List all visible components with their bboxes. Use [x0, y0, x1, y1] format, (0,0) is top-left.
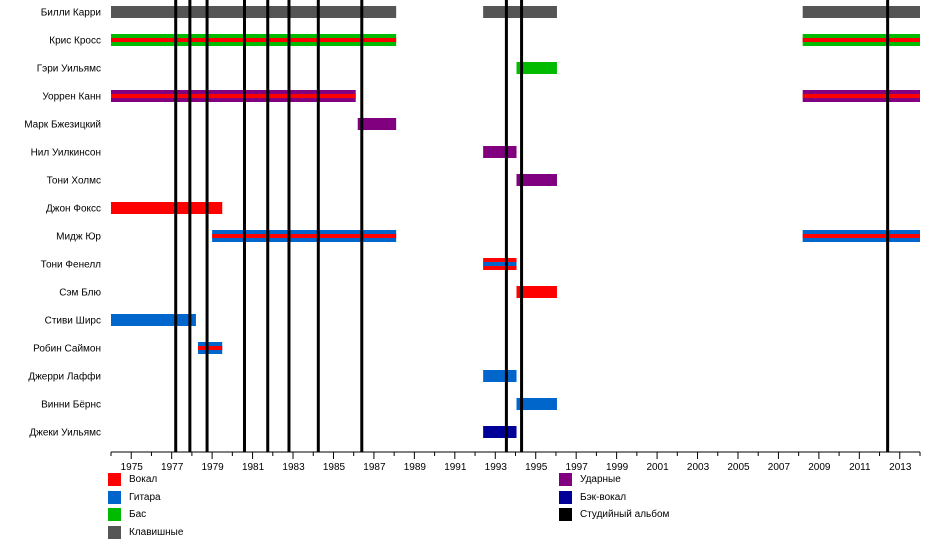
x-tick-label: 1981: [242, 462, 265, 473]
x-tick-label: 1987: [363, 462, 386, 473]
member-bar: [357, 118, 397, 130]
member-label: Джерри Лаффи: [28, 371, 101, 383]
member-bar: [802, 6, 920, 18]
legend-label: Студийный альбом: [580, 509, 670, 520]
x-tick-label: 2011: [849, 462, 871, 473]
member-bar: [111, 202, 223, 214]
legend-swatch: [559, 490, 572, 504]
legend-label: Ударные: [580, 474, 621, 485]
legend-label: Бэк-вокал: [580, 491, 627, 503]
member-bar-secondary-role: [483, 262, 517, 266]
member-bar: [516, 286, 557, 298]
x-tick-label: 1985: [323, 462, 346, 473]
member-label: Винни Бёрнс: [41, 400, 101, 411]
legend-swatch: [559, 508, 572, 521]
member-bar: [516, 398, 557, 410]
member-bar-secondary-role: [197, 346, 223, 350]
x-tick-label: 1977: [161, 462, 184, 473]
member-label: Стиви Ширс: [45, 316, 101, 327]
x-tick-label: 2005: [727, 462, 750, 473]
member-label: Уоррен Канн: [42, 92, 101, 103]
legend-swatch: [108, 508, 121, 521]
x-tick-label: 1997: [566, 462, 589, 473]
x-tick-label: 1979: [202, 462, 225, 473]
member-bar: [111, 314, 196, 326]
member-bar-secondary-role: [111, 38, 397, 42]
member-bar-secondary-role: [802, 38, 920, 42]
member-bar: [516, 62, 557, 74]
member-bar: [483, 426, 517, 438]
member-label: Билли Карри: [41, 8, 101, 19]
member-bar-secondary-role: [802, 94, 920, 98]
member-label: Мидж Юр: [56, 232, 101, 243]
x-tick-label: 2013: [889, 462, 912, 473]
member-label: Гэри Уильямс: [37, 64, 101, 75]
x-tick-label: 2009: [808, 462, 831, 473]
member-bar: [483, 370, 517, 382]
member-bar-secondary-role: [802, 234, 920, 238]
x-tick-label: 1995: [525, 462, 548, 473]
legend-label: Клавишные: [129, 526, 184, 538]
legend-label: Бас: [129, 509, 147, 520]
x-axis: 1975 1977 1979 1981 1983 1985 1987 1989 1991 1993…: [110, 451, 921, 473]
member-label: Робин Саймон: [33, 343, 101, 355]
legend-swatch: [559, 473, 572, 486]
x-tick-label: 1989: [404, 462, 427, 473]
album-lines: [174, 0, 890, 452]
member-label: Марк Бжезицкий: [24, 120, 101, 131]
legend-swatch: [108, 525, 121, 539]
member-label: Сэм Блю: [59, 288, 101, 299]
member-bar: [483, 146, 517, 158]
x-tick-label: 1993: [485, 462, 508, 473]
x-tick-label: 2001: [646, 462, 669, 473]
member-label: Нил Уилкинсон: [31, 148, 101, 159]
member-bar: [111, 6, 397, 18]
x-tick-label: 1975: [121, 462, 144, 473]
member-label: Тони Фенелл: [41, 260, 102, 271]
x-tick-label: 2003: [687, 462, 710, 473]
member-bar: [483, 6, 557, 18]
member-labels: Билли Карри Крис Кросс Гэри Уильямс Уоррен …: [24, 8, 101, 439]
x-tick-label: 1983: [282, 462, 305, 473]
member-label: Джеки Уильямс: [29, 428, 101, 439]
legend-swatch: [108, 490, 121, 504]
member-bar-secondary-role: [111, 94, 356, 98]
member-label: Тони Холмс: [47, 176, 101, 187]
legend-label: Гитара: [129, 491, 161, 503]
x-tick-label: 2007: [768, 462, 791, 473]
member-bars: [111, 6, 920, 438]
x-tick-label: 1999: [606, 462, 629, 473]
member-bar-secondary-role: [212, 234, 397, 238]
x-tick-label: 1991: [444, 462, 467, 473]
member-label: Крис Кросс: [49, 36, 101, 47]
member-label: Джон Фоксс: [46, 204, 101, 215]
member-bar: [516, 174, 557, 186]
legend-label: Вокал: [129, 474, 158, 485]
legend-swatch: [108, 473, 121, 486]
